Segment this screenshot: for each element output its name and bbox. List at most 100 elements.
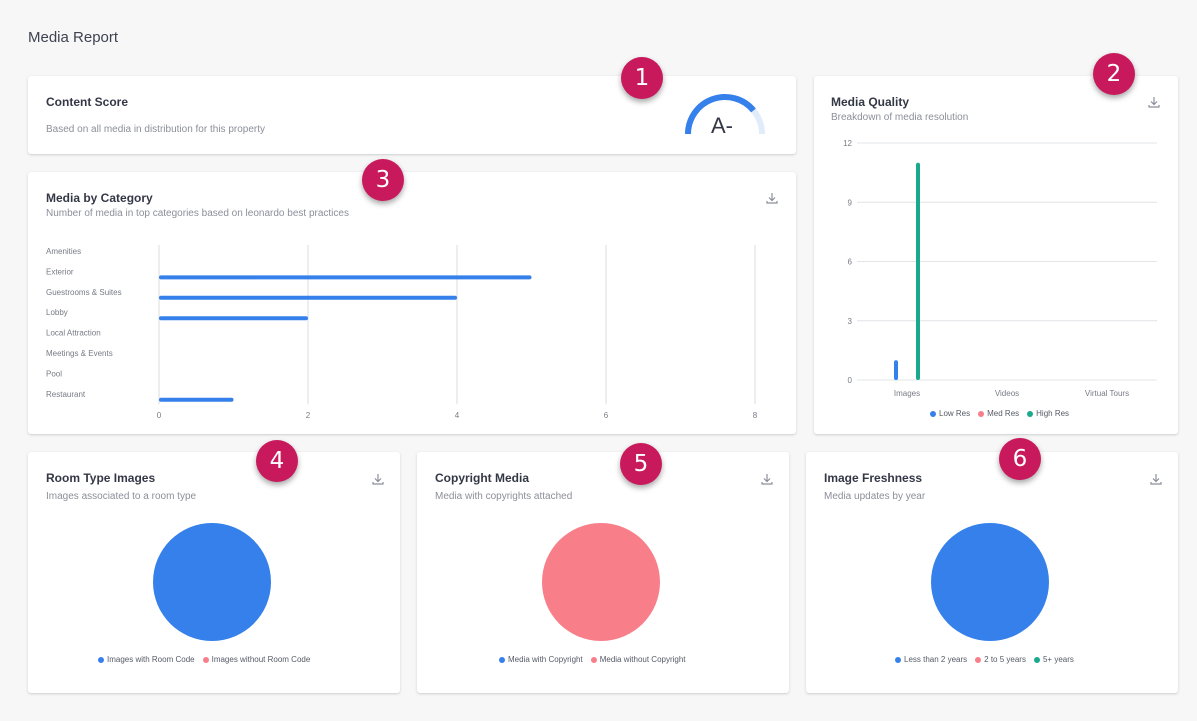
legend-dot: [98, 656, 104, 663]
legend-label: High Res: [1036, 409, 1070, 418]
x-tick-label: 0: [157, 411, 162, 420]
card-title: Media Quality: [831, 95, 910, 109]
download-icon[interactable]: [1147, 95, 1161, 109]
legend-label: 5+ years: [1042, 655, 1074, 664]
legend-dot: [590, 656, 597, 663]
badge-2: 2: [1093, 53, 1135, 95]
category-label: Amenities: [46, 247, 81, 256]
media-by-category-card: Media by Category Number of media in top…: [28, 172, 796, 434]
badge-1: 1: [621, 57, 663, 99]
legend-dot: [202, 656, 209, 663]
legend-item[interactable]: Images with Room Code: [98, 655, 195, 664]
legend-item[interactable]: Med Res: [978, 409, 1019, 418]
x-tick-label: 4: [455, 411, 460, 420]
card-subtitle: Media updates by year: [824, 491, 926, 502]
y-tick-label: 3: [848, 317, 853, 326]
y-tick-label: 9: [848, 198, 853, 207]
category-label: Exterior: [46, 267, 74, 276]
legend-label: Media with Copyright: [508, 655, 583, 664]
legend-item[interactable]: Images without Room Code: [202, 655, 311, 664]
card-title: Image Freshness: [824, 471, 923, 485]
badge-5: 5: [620, 443, 662, 485]
x-tick-label: 8: [753, 411, 758, 420]
bar-low-res[interactable]: [894, 360, 898, 380]
room-type-legend: Images with Room Code Images without Room…: [98, 655, 310, 664]
legend-dot: [978, 410, 985, 417]
image-freshness-pie-chart: [931, 523, 1049, 641]
download-icon[interactable]: [371, 472, 385, 486]
score-gauge: [685, 94, 765, 135]
legend-item[interactable]: Less than 2 years: [895, 655, 967, 664]
download-icon[interactable]: [1149, 472, 1163, 486]
legend-label: Images without Room Code: [211, 655, 311, 664]
pie-slice-images-with-room-code[interactable]: [153, 523, 271, 641]
legend-label: Med Res: [987, 409, 1020, 418]
legend-dot: [930, 410, 936, 417]
legend-label: Less than 2 years: [904, 655, 968, 664]
bar-high-res[interactable]: [916, 162, 920, 380]
y-tick-label: 12: [843, 139, 852, 148]
legend-item[interactable]: Low Res: [930, 409, 970, 418]
legend-dot: [1033, 656, 1040, 663]
category-label: Meetings & Events: [46, 349, 113, 358]
x-tick-label: Images: [894, 389, 920, 398]
copyright-legend: Media with Copyright Media without Copyri…: [499, 655, 686, 664]
card-subtitle: Media with copyrights attached: [435, 491, 573, 502]
image-freshness-card: Image Freshness Media updates by year Le…: [806, 452, 1178, 693]
legend-dot: [499, 656, 505, 663]
legend-label: Media without Copyright: [599, 655, 686, 664]
download-icon[interactable]: [760, 472, 774, 486]
card-title: Room Type Images: [46, 471, 156, 485]
card-subtitle: Images associated to a room type: [46, 491, 197, 502]
category-label: Guestrooms & Suites: [46, 288, 122, 297]
x-tick-label: Videos: [995, 389, 1019, 398]
category-label: Pool: [46, 369, 62, 378]
pie-slice-less-than-2-years[interactable]: [931, 523, 1049, 641]
x-tick-label: Virtual Tours: [1085, 389, 1129, 398]
gauge-fill: [685, 94, 756, 135]
x-tick-label: 6: [604, 411, 609, 420]
copyright-pie-chart: [542, 523, 660, 641]
media-by-category-chart: 0 2 4 6 8 Amenities Exterior Guestrooms & Suite…: [46, 245, 758, 420]
y-tick-label: 6: [848, 258, 853, 267]
legend-dot: [895, 656, 901, 663]
category-label: Local Attraction: [46, 329, 101, 338]
card-title: Content Score: [46, 95, 129, 109]
category-label: Lobby: [46, 308, 68, 317]
pie-slice-media-without-copyright[interactable]: [542, 523, 660, 641]
badge-6: 6: [999, 438, 1041, 480]
category-bar[interactable]: [159, 275, 532, 280]
category-label: Restaurant: [46, 390, 86, 399]
room-type-pie-chart: [153, 523, 271, 641]
category-bar[interactable]: [159, 397, 234, 402]
card-title: Media by Category: [46, 191, 153, 205]
copyright-media-card: Copyright Media Media with copyrights at…: [417, 452, 789, 693]
card-subtitle: Based on all media in distribution for t…: [46, 124, 266, 135]
legend-label: Images with Room Code: [107, 655, 195, 664]
legend-item[interactable]: High Res: [1027, 409, 1069, 418]
badge-4: 4: [256, 440, 298, 482]
download-icon[interactable]: [765, 191, 779, 205]
legend-item[interactable]: 5+ years: [1033, 655, 1074, 664]
legend-item[interactable]: 2 to 5 years: [975, 655, 1026, 664]
media-quality-chart: 12 9 6 3 0 Images Videos Virtual Tours: [843, 139, 1157, 398]
page-title: Media Report: [28, 29, 119, 46]
y-tick-label: 0: [848, 376, 853, 385]
card-subtitle: Number of media in top categories based …: [46, 208, 349, 219]
legend-item[interactable]: Media with Copyright: [499, 655, 583, 664]
card-subtitle: Breakdown of media resolution: [831, 112, 969, 123]
legend-dot: [1027, 410, 1034, 417]
badge-3: 3: [362, 159, 404, 201]
category-bar[interactable]: [159, 295, 457, 300]
legend-dot: [975, 656, 982, 663]
legend-label: 2 to 5 years: [984, 655, 1026, 664]
legend-item[interactable]: Media without Copyright: [590, 655, 686, 664]
card-title: Copyright Media: [435, 471, 530, 485]
content-score-card: Content Score Based on all media in dist…: [28, 76, 796, 154]
image-freshness-legend: Less than 2 years 2 to 5 years 5+ years: [895, 655, 1074, 664]
x-tick-label: 2: [306, 411, 311, 420]
media-quality-legend: Low Res Med Res High Res: [930, 409, 1069, 418]
media-quality-card: Media Quality Breakdown of media resolut…: [814, 76, 1178, 434]
category-bar[interactable]: [159, 316, 308, 321]
legend-label: Low Res: [939, 409, 971, 418]
